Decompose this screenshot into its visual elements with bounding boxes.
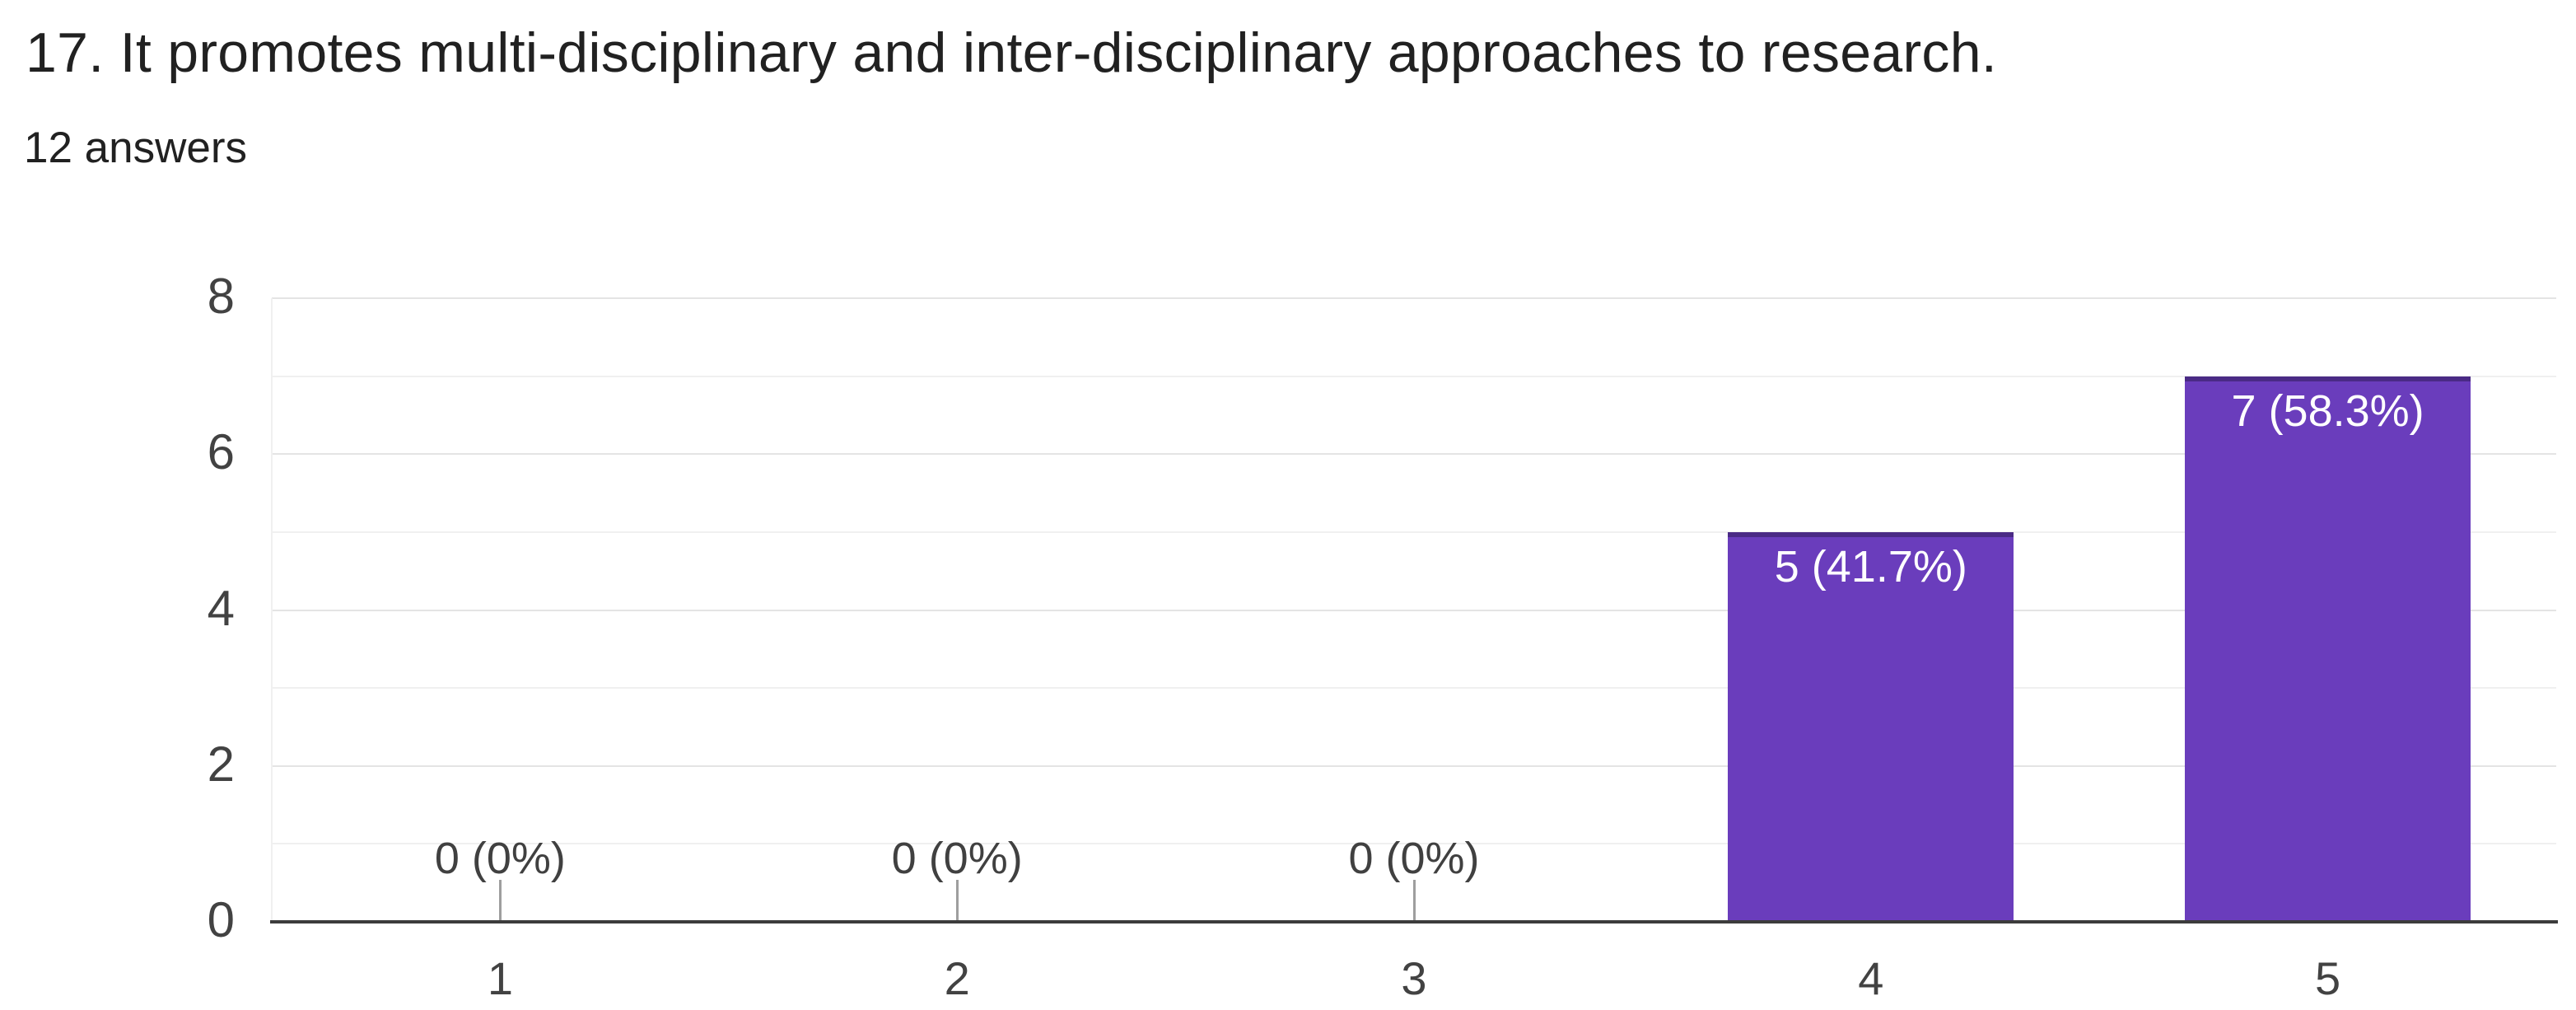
gridline bbox=[272, 531, 2556, 533]
y-axis-tick-label: 0 bbox=[207, 892, 235, 947]
bar-value-label: 5 (41.7%) bbox=[1774, 541, 1967, 592]
x-axis-tick-label: 1 bbox=[487, 952, 513, 1004]
bar-value-label: 7 (58.3%) bbox=[2231, 386, 2424, 436]
bar-value-label: 0 (0%) bbox=[1348, 834, 1480, 883]
x-axis-tick-label: 5 bbox=[2315, 952, 2341, 1004]
gridline bbox=[272, 453, 2556, 456]
x-axis-tick-label: 2 bbox=[944, 952, 970, 1004]
y-axis-tick-label: 2 bbox=[207, 736, 235, 792]
bar-value-label: 0 (0%) bbox=[434, 834, 566, 883]
gridline bbox=[272, 609, 2556, 611]
x-axis-baseline bbox=[270, 920, 2558, 923]
plot-left-edge bbox=[271, 298, 273, 922]
bar[interactable] bbox=[1728, 531, 2014, 922]
gridline bbox=[272, 765, 2556, 767]
gridline bbox=[272, 375, 2556, 377]
y-axis-tick-label: 8 bbox=[207, 269, 235, 324]
x-axis-tick-label: 3 bbox=[1401, 952, 1427, 1004]
gridline bbox=[272, 687, 2556, 690]
x-axis-tick-label: 4 bbox=[1858, 952, 1884, 1004]
y-axis-tick-label: 6 bbox=[207, 424, 235, 480]
annotation-stem bbox=[955, 880, 959, 921]
question-title: 17. It promotes multi-disciplinary and i… bbox=[26, 21, 1998, 84]
y-axis-tick-label: 4 bbox=[207, 580, 235, 636]
annotation-stem bbox=[1412, 880, 1416, 921]
gridline bbox=[272, 297, 2556, 299]
bar[interactable] bbox=[2185, 376, 2471, 922]
bar-value-label: 0 (0%) bbox=[891, 834, 1023, 883]
annotation-stem bbox=[498, 880, 502, 921]
answers-count: 12 answers bbox=[24, 124, 248, 172]
gridline bbox=[272, 843, 2556, 845]
